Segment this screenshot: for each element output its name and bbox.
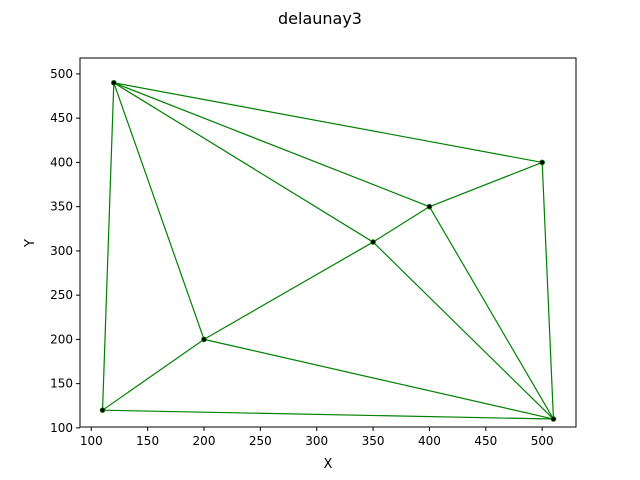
y-tick-label-100: 100: [50, 421, 73, 435]
edge-1-6: [541, 162, 555, 420]
edge-5-6: [102, 409, 554, 420]
x-axis-label: X: [324, 457, 333, 472]
plot-area: [99, 79, 557, 422]
y-tick-label-500: 500: [50, 67, 73, 81]
x-tick-label-500: 500: [531, 434, 554, 448]
x-tick-label-100: 100: [80, 434, 103, 448]
x-tick-label-350: 350: [362, 434, 385, 448]
edge-2-6: [428, 206, 554, 420]
y-axis-ticks: 100 150 200 250 300 350 400 450 500: [50, 67, 80, 435]
data-point-3: [370, 239, 376, 245]
edge-4-6: [203, 338, 554, 420]
x-tick-label-300: 300: [305, 434, 328, 448]
data-point-4: [201, 336, 207, 343]
edge-0-1: [113, 82, 543, 164]
x-tick-label-400: 400: [418, 434, 441, 448]
triangulation-edges: [101, 82, 555, 420]
edge-0-2: [113, 82, 430, 208]
edge-0-5: [101, 82, 115, 411]
x-tick-label-150: 150: [136, 434, 159, 448]
x-tick-label-200: 200: [193, 434, 216, 448]
x-tick-label-250: 250: [249, 434, 272, 448]
y-tick-label-450: 450: [50, 111, 73, 125]
edge-3-6: [372, 241, 554, 420]
y-tick-label-350: 350: [50, 200, 73, 214]
edge-0-3: [113, 82, 374, 243]
data-point-0: [111, 79, 117, 86]
edge-4-5: [102, 338, 205, 411]
y-tick-label-250: 250: [50, 288, 73, 302]
data-point-6: [550, 416, 557, 422]
edge-1-2: [429, 161, 543, 208]
y-tick-label-300: 300: [50, 244, 73, 258]
y-tick-label-200: 200: [50, 332, 73, 346]
y-tick-label-150: 150: [50, 377, 73, 391]
x-axis-ticks: 100 150 200 250 300 350 400 450 500: [80, 427, 554, 448]
y-axis-label: Y: [23, 239, 38, 248]
x-tick-label-450: 450: [474, 434, 497, 448]
data-points: [99, 79, 557, 422]
data-point-2: [426, 203, 433, 210]
axes-frame: [79, 57, 577, 428]
y-tick-label-400: 400: [50, 155, 73, 169]
edge-0-4: [113, 82, 205, 340]
edge-2-3: [372, 206, 430, 243]
data-point-5: [99, 407, 106, 413]
data-point-1: [539, 159, 545, 166]
chart-title: delaunay3: [278, 9, 362, 28]
edge-3-4: [203, 241, 374, 340]
